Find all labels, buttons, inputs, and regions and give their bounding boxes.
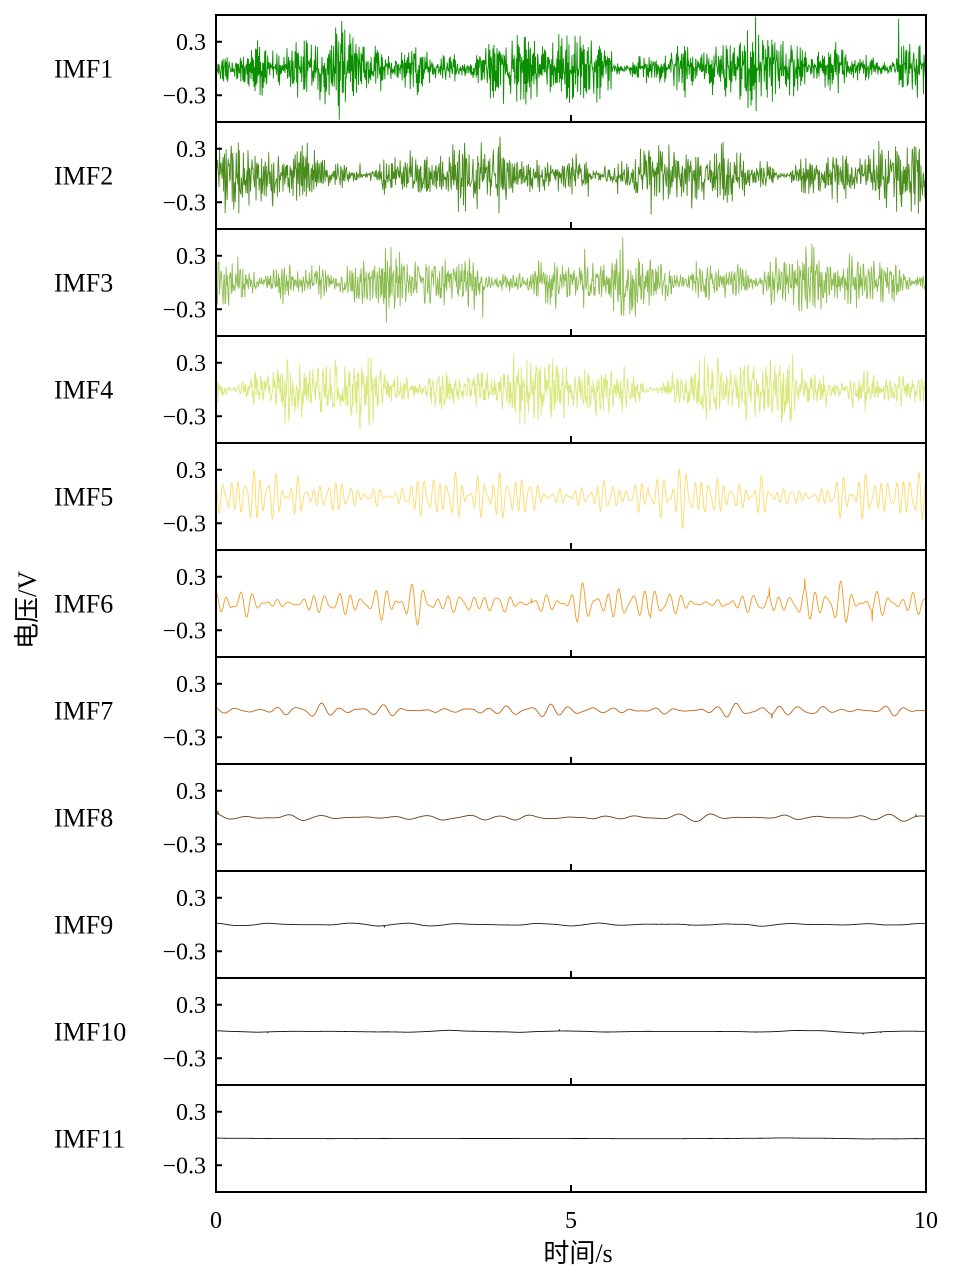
y-tick-label: −0.3 (162, 939, 206, 965)
y-tick-label: −0.3 (162, 83, 206, 109)
y-tick-label: −0.3 (162, 404, 206, 430)
x-tick-label: 5 (565, 1208, 577, 1234)
y-tick-label: 0.3 (176, 244, 206, 270)
y-tick-label: −0.3 (162, 832, 206, 858)
signal-trace-imf7 (216, 702, 926, 719)
series-label-imf2: IMF2 (54, 162, 113, 191)
series-label-imf8: IMF8 (54, 804, 113, 833)
y-tick-label: 0.3 (176, 137, 206, 163)
x-tick-label: 10 (914, 1208, 938, 1234)
signal-trace-imf1 (216, 16, 926, 120)
y-tick-label: 0.3 (176, 565, 206, 591)
y-tick-label: −0.3 (162, 297, 206, 323)
panel-frame (215, 656, 927, 765)
y-tick-label: −0.3 (162, 725, 206, 751)
y-tick-label: −0.3 (162, 1153, 206, 1179)
y-tick-label: 0.3 (176, 458, 206, 484)
series-label-imf5: IMF5 (54, 483, 113, 512)
y-axis-title: 电压/V (13, 571, 42, 649)
series-label-imf1: IMF1 (54, 55, 113, 84)
series-label-imf6: IMF6 (54, 590, 113, 619)
y-tick-label: −0.3 (162, 190, 206, 216)
y-tick-label: −0.3 (162, 618, 206, 644)
series-label-imf9: IMF9 (54, 911, 113, 940)
y-tick-label: −0.3 (162, 511, 206, 537)
panel-frame (215, 549, 927, 658)
signal-trace-imf3 (216, 237, 926, 323)
y-tick-label: 0.3 (176, 993, 206, 1019)
x-axis-title: 时间/s (543, 1239, 612, 1268)
y-tick-label: 0.3 (176, 886, 206, 912)
series-label-imf7: IMF7 (54, 697, 113, 726)
y-tick-label: 0.3 (176, 30, 206, 56)
y-tick-label: 0.3 (176, 779, 206, 805)
series-label-imf3: IMF3 (54, 269, 113, 298)
x-tick-label: 0 (210, 1208, 222, 1234)
signal-trace-imf9 (216, 922, 926, 929)
panels-group: 0.3 −0.3 IMF1 0.3 −0.3 IMF2 0.3 −0.3 IMF3 0.3 −0.3… (54, 14, 938, 1234)
signal-trace-imf2 (216, 136, 926, 215)
signal-trace-imf11 (216, 1137, 926, 1140)
series-label-imf4: IMF4 (54, 376, 113, 405)
signal-trace-imf5 (216, 468, 926, 530)
signal-trace-imf8 (216, 810, 926, 822)
y-tick-label: 0.3 (176, 672, 206, 698)
signal-trace-imf10 (216, 1028, 926, 1036)
signal-trace-imf4 (216, 354, 926, 430)
y-tick-label: −0.3 (162, 1046, 206, 1072)
signal-trace-imf6 (216, 578, 926, 626)
y-tick-label: 0.3 (176, 1100, 206, 1126)
y-tick-label: 0.3 (176, 351, 206, 377)
series-label-imf11: IMF11 (54, 1125, 125, 1154)
series-label-imf10: IMF10 (54, 1018, 126, 1047)
